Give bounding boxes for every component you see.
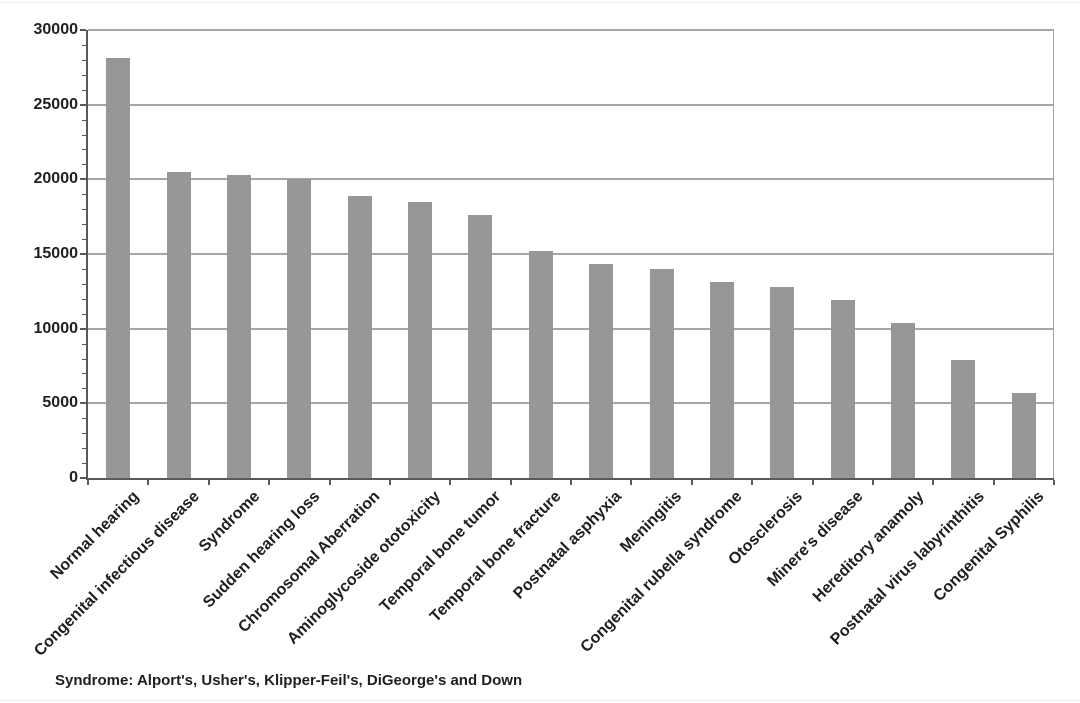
y-minor-tick-23000 <box>82 134 86 136</box>
y-minor-tick-4000 <box>82 418 86 420</box>
y-minor-tick-2000 <box>82 448 86 450</box>
x-category-label-14: Hereditory anamoly <box>809 488 928 606</box>
y-minor-tick-16000 <box>82 239 86 241</box>
y-minor-tick-22000 <box>82 149 86 151</box>
bar-5 <box>347 195 372 478</box>
x-category-label-7: Temporal bone tumor <box>376 488 505 616</box>
x-boundary-tick-12 <box>811 480 814 485</box>
y-minor-tick-7000 <box>82 373 86 375</box>
y-minor-tick-24000 <box>82 119 86 121</box>
y-minor-tick-27000 <box>82 74 86 76</box>
gridline-15000 <box>88 253 1054 255</box>
plot-area <box>88 29 1054 478</box>
x-boundary-tick-6 <box>449 480 452 485</box>
y-tick-label-20000: 20000 <box>33 170 79 188</box>
x-category-label-9: Postnatal asphyxia <box>510 488 626 603</box>
y-major-tick-5000 <box>80 402 86 405</box>
y-minor-tick-12000 <box>82 298 86 300</box>
y-minor-tick-18000 <box>82 209 86 211</box>
y-minor-tick-21000 <box>82 164 86 166</box>
x-boundary-tick-15 <box>992 480 995 485</box>
bar-7 <box>468 215 493 478</box>
y-minor-tick-14000 <box>82 268 86 270</box>
x-boundary-tick-11 <box>751 480 754 485</box>
bar-15 <box>951 360 976 478</box>
bar-3 <box>226 174 251 478</box>
y-tick-label-0: 0 <box>69 469 78 486</box>
x-category-label-16: Congenital Syphilis <box>930 488 1048 606</box>
bar-10 <box>649 268 674 478</box>
image-top-border <box>0 2 1080 3</box>
bar-11 <box>709 282 734 478</box>
image-bottom-border <box>0 700 1080 701</box>
bar-9 <box>589 264 614 478</box>
y-major-tick-15000 <box>80 253 86 255</box>
y-minor-tick-9000 <box>82 343 86 345</box>
y-minor-tick-13000 <box>82 283 86 285</box>
y-minor-tick-19000 <box>82 194 86 196</box>
y-major-tick-20000 <box>80 178 86 181</box>
y-tick-label-15000: 15000 <box>33 245 79 262</box>
gridline-5000 <box>88 402 1054 405</box>
x-boundary-tick-8 <box>570 480 572 485</box>
bar-16 <box>1011 392 1036 478</box>
x-boundary-tick-2 <box>207 480 210 485</box>
y-minor-tick-6000 <box>82 388 86 390</box>
bar-8 <box>528 251 553 478</box>
x-boundary-tick-9 <box>630 480 633 485</box>
bar-1 <box>106 58 131 478</box>
x-axis-line <box>86 478 1054 480</box>
x-boundary-tick-1 <box>147 480 150 485</box>
x-boundary-tick-3 <box>268 480 271 485</box>
chart-footnote: Syndrome: Alport's, Usher's, Klipper-Fei… <box>55 672 523 689</box>
bar-12 <box>770 286 795 478</box>
plot-right-border <box>1053 30 1054 478</box>
bar-14 <box>891 322 916 478</box>
y-major-tick-10000 <box>80 327 86 330</box>
x-boundary-tick-10 <box>690 480 693 485</box>
gridline-10000 <box>88 327 1054 330</box>
y-major-tick-30000 <box>80 29 86 31</box>
gridline-30000 <box>88 29 1054 31</box>
x-boundary-tick-14 <box>932 480 935 485</box>
y-major-tick-25000 <box>80 103 86 106</box>
x-boundary-tick-7 <box>509 480 512 485</box>
x-category-label-4: Sudden hearing loss <box>200 488 324 612</box>
y-minor-tick-17000 <box>82 224 86 226</box>
y-tick-label-25000: 25000 <box>33 95 79 113</box>
y-minor-tick-28000 <box>82 59 86 61</box>
y-minor-tick-3000 <box>82 433 86 435</box>
bar-2 <box>166 171 191 478</box>
x-boundary-tick-4 <box>328 480 331 485</box>
y-major-tick-0 <box>80 477 86 479</box>
y-minor-tick-26000 <box>82 89 86 91</box>
x-boundary-tick-16 <box>1053 480 1055 485</box>
y-tick-label-5000: 5000 <box>42 394 78 412</box>
gridline-20000 <box>88 178 1054 181</box>
bar-4 <box>287 179 312 478</box>
x-boundary-tick-13 <box>871 480 874 485</box>
y-minor-tick-8000 <box>82 358 86 360</box>
y-minor-tick-29000 <box>82 44 86 46</box>
bar-13 <box>830 300 855 478</box>
y-tick-label-10000: 10000 <box>33 319 79 337</box>
x-boundary-tick-5 <box>388 480 391 485</box>
y-minor-tick-1000 <box>82 463 86 465</box>
gridline-25000 <box>88 103 1054 106</box>
y-axis-line <box>86 30 88 480</box>
bar-6 <box>408 201 433 478</box>
y-minor-tick-11000 <box>82 313 86 315</box>
y-tick-label-30000: 30000 <box>33 21 79 38</box>
x-boundary-tick-0 <box>87 480 89 485</box>
